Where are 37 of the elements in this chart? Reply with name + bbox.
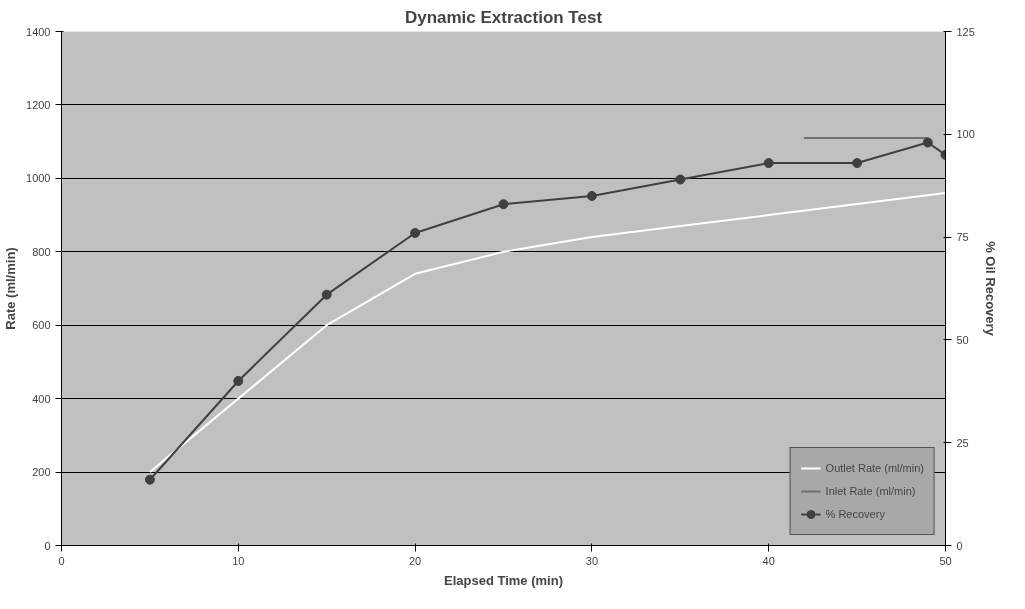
point: [498, 199, 509, 210]
point: [675, 174, 686, 185]
legend-label: Inlet Rate (ml/min): [825, 485, 916, 497]
y2-tick-label: 100: [956, 128, 975, 141]
x-tick-label: 50: [939, 554, 952, 567]
y-tick-label: 0: [44, 539, 51, 552]
point: [763, 158, 774, 169]
point: [144, 474, 155, 485]
y2-tick-label: 75: [956, 231, 969, 244]
x-tick-label: 0: [58, 554, 65, 567]
legend-label: Outlet Rate (ml/min): [825, 462, 924, 474]
x-tick-label: 10: [232, 554, 245, 567]
y-tick-label: 1000: [26, 172, 51, 185]
y2-tick-label: 0: [956, 539, 963, 552]
x-axis-title: Elapsed Time (min): [444, 572, 563, 588]
y-tick-label: 800: [32, 245, 51, 258]
point: [233, 376, 244, 387]
y2-tick-label: 125: [956, 25, 975, 38]
legend-label: % Recovery: [825, 508, 885, 520]
point: [852, 158, 863, 169]
y-tick-label: 400: [32, 392, 51, 405]
y-tick-label: 1400: [26, 25, 51, 38]
point: [922, 137, 933, 148]
y2-tick-label: 50: [956, 333, 969, 346]
chart-title: Dynamic Extraction Test: [404, 7, 603, 27]
y-axis-title: Rate (ml/min): [3, 247, 19, 330]
point: [586, 190, 597, 201]
x-tick-label: 30: [585, 554, 599, 567]
y-tick-label: 600: [32, 319, 51, 332]
y-tick-label: 1200: [26, 98, 51, 111]
y2-tick-label: 25: [956, 436, 969, 449]
y-tick-label: 200: [32, 466, 51, 479]
point: [321, 289, 332, 300]
x-tick-label: 20: [408, 554, 422, 567]
y2-axis-title: % Oil Recovery: [982, 241, 998, 337]
x-tick-label: 40: [762, 554, 775, 567]
point: [410, 228, 421, 238]
